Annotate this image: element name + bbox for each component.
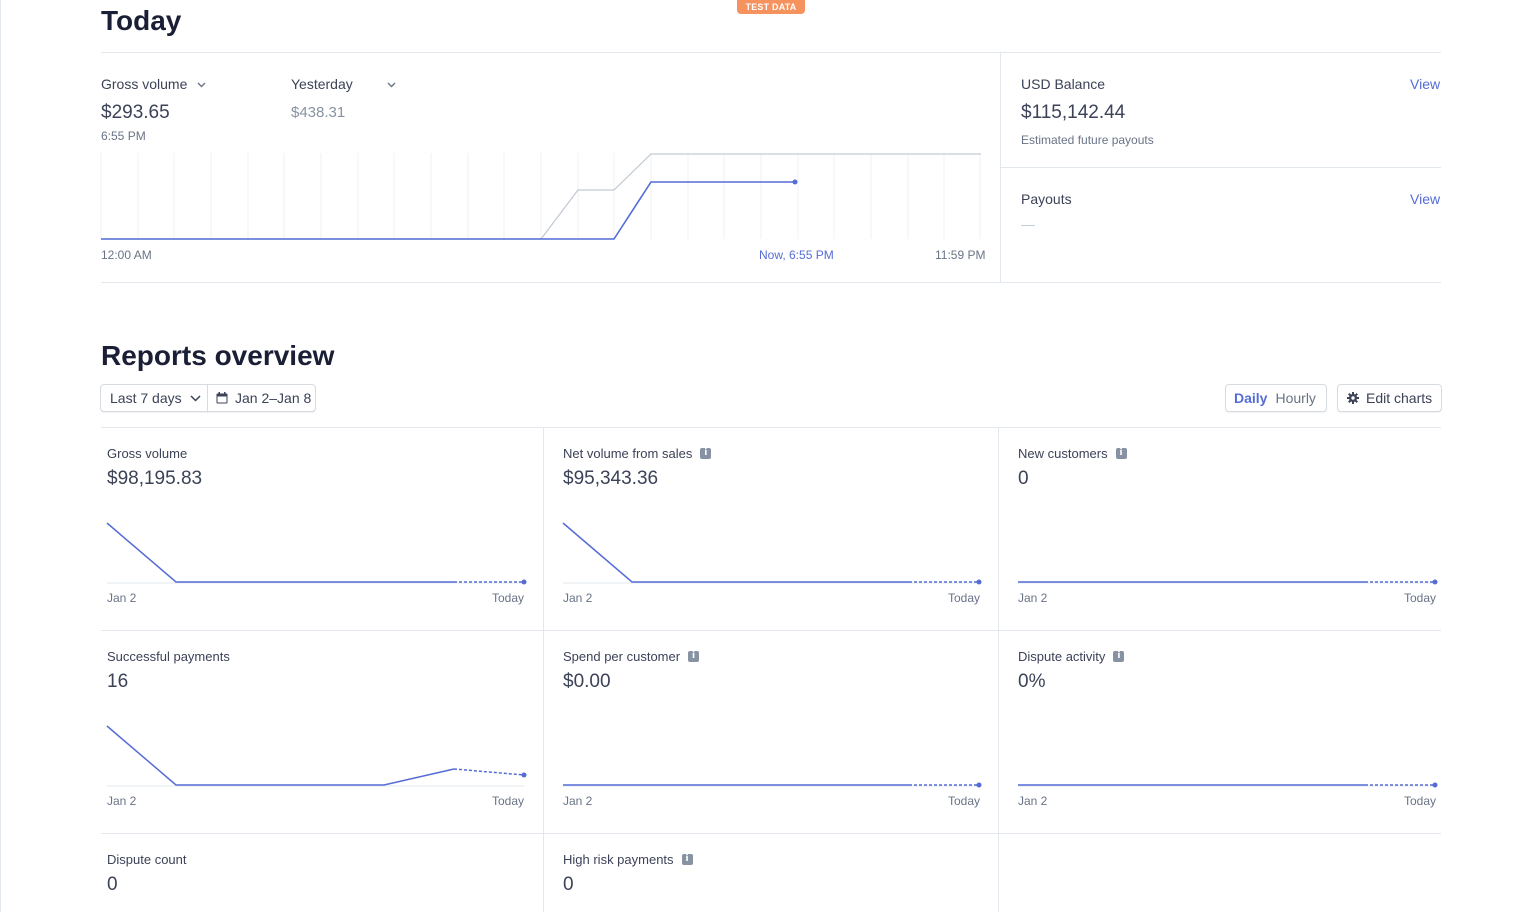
date-range-picker-label: Jan 2–Jan 8	[235, 390, 312, 406]
today-gross-volume-chart[interactable]	[100, 152, 981, 242]
gross-volume-time: 6:55 PM	[101, 129, 146, 143]
tile-axis-end: Today	[1404, 591, 1437, 605]
today-top-divider	[101, 52, 1441, 53]
info-icon[interactable]: i	[688, 651, 700, 662]
tile-title-text: Net volume from sales	[563, 446, 693, 461]
reports-heading: Reports overview	[101, 340, 335, 371]
calendar-icon	[216, 392, 228, 404]
usd-balance-value: $115,142.44	[1021, 102, 1126, 123]
gear-icon	[1347, 392, 1359, 404]
today-bottom-divider	[101, 282, 1441, 283]
tile-title-text: Successful payments	[107, 649, 230, 664]
date-range-picker[interactable]: Jan 2–Jan 8	[207, 384, 316, 412]
gross-volume-value: $293.65	[101, 102, 170, 123]
balance-divider	[1001, 167, 1441, 168]
reports-grid-top	[101, 427, 1441, 428]
edit-charts-label: Edit charts	[1366, 390, 1433, 406]
payouts-label: Payouts	[1021, 191, 1072, 207]
tile-axis-start: Jan 2	[1018, 794, 1048, 808]
chevron-down-icon	[197, 82, 206, 88]
tile-axis-start: Jan 2	[107, 794, 137, 808]
tile-axis-end: Today	[1404, 794, 1437, 808]
info-icon[interactable]: i	[681, 854, 693, 865]
today-heading: Today	[101, 5, 182, 36]
usd-balance-label: USD Balance	[1021, 76, 1106, 92]
reports-grid-col2	[998, 427, 999, 912]
tile-spend-per-customer-title[interactable]: Spend per customer i	[563, 649, 700, 664]
tile-net-volume-chart[interactable]	[562, 520, 983, 586]
tile-title-text: Dispute activity	[1018, 649, 1106, 664]
chevron-down-icon	[387, 82, 396, 88]
tile-title-text: Dispute count	[107, 852, 187, 867]
date-range-select-label: Last 7 days	[110, 390, 182, 406]
usd-balance-note: Estimated future payouts	[1021, 133, 1154, 147]
tile-gross-volume-chart[interactable]	[106, 520, 527, 586]
today-axis-start: 12:00 AM	[101, 248, 152, 262]
date-range-select[interactable]: Last 7 days	[100, 384, 208, 412]
gross-volume-label: Gross volume	[101, 76, 188, 92]
compare-period-value: $438.31	[291, 104, 346, 121]
tile-dispute-activity-chart[interactable]	[1018, 723, 1438, 789]
today-current-point	[792, 179, 798, 185]
info-icon[interactable]: i	[700, 448, 712, 459]
granularity-hourly-option[interactable]: Hourly	[1275, 390, 1316, 406]
today-series-line	[101, 181, 795, 240]
tile-successful-payments-title[interactable]: Successful payments	[107, 649, 230, 664]
info-icon[interactable]: i	[1113, 651, 1125, 662]
today-axis-end: 11:59 PM	[935, 248, 986, 262]
granularity-daily-option[interactable]: Daily	[1234, 390, 1268, 406]
payouts-value: —	[1021, 216, 1035, 232]
tile-dispute-count-value: 0	[107, 874, 118, 895]
tile-net-volume-title[interactable]: Net volume from sales i	[563, 446, 712, 461]
tile-spend-per-customer-chart[interactable]	[563, 723, 983, 789]
tile-axis-end: Today	[948, 794, 981, 808]
usd-balance-view-link[interactable]: View	[1410, 76, 1441, 92]
info-icon[interactable]: i	[1115, 448, 1127, 459]
tile-new-customers-value: 0	[1018, 468, 1029, 489]
tile-axis-start: Jan 2	[563, 591, 593, 605]
tile-axis-start: Jan 2	[1018, 591, 1048, 605]
tile-title-text: High risk payments	[563, 852, 674, 867]
tile-high-risk-payments-title[interactable]: High risk payments i	[563, 852, 693, 867]
tile-high-risk-payments-value: 0	[563, 874, 574, 895]
tile-new-customers-chart[interactable]	[1018, 520, 1438, 586]
tile-gross-volume-title[interactable]: Gross volume	[107, 446, 187, 461]
payouts-view-link[interactable]: View	[1410, 191, 1441, 207]
tile-dispute-activity-value: 0%	[1018, 671, 1046, 692]
today-axis-now: Now, 6:55 PM	[759, 248, 834, 262]
gross-volume-select[interactable]: Gross volume	[101, 76, 206, 92]
tile-axis-end: Today	[492, 794, 525, 808]
compare-period-label: Yesterday	[291, 76, 353, 92]
compare-period-select[interactable]: Yesterday	[291, 76, 396, 92]
tile-gross-volume-value: $98,195.83	[107, 468, 203, 489]
tile-successful-payments-value: 16	[107, 671, 129, 692]
tile-axis-end: Today	[948, 591, 981, 605]
reports-grid-col1	[543, 427, 544, 912]
today-vertical-divider	[1000, 52, 1001, 282]
tile-new-customers-title[interactable]: New customers i	[1018, 446, 1127, 461]
tile-title-text: Gross volume	[107, 446, 188, 461]
tile-title-text: New customers	[1018, 446, 1108, 461]
granularity-toggle[interactable]: Daily Hourly	[1225, 384, 1327, 412]
tile-axis-start: Jan 2	[563, 794, 593, 808]
tile-axis-end: Today	[492, 591, 525, 605]
tile-successful-payments-chart[interactable]	[106, 723, 527, 789]
tile-net-volume-value: $95,343.36	[563, 468, 659, 489]
tile-dispute-count-title[interactable]: Dispute count	[107, 852, 187, 867]
test-data-badge: TEST DATA	[737, 0, 805, 14]
tile-dispute-activity-title[interactable]: Dispute activity i	[1018, 649, 1125, 664]
reports-grid-row2	[101, 833, 1441, 834]
tile-axis-start: Jan 2	[107, 591, 137, 605]
reports-grid-row1	[101, 630, 1441, 631]
chevron-down-icon	[190, 394, 201, 402]
page-left-border	[0, 0, 1, 912]
edit-charts-button[interactable]: Edit charts	[1337, 384, 1442, 412]
tile-title-text: Spend per customer	[563, 649, 681, 664]
tile-spend-per-customer-value: $0.00	[563, 671, 611, 692]
